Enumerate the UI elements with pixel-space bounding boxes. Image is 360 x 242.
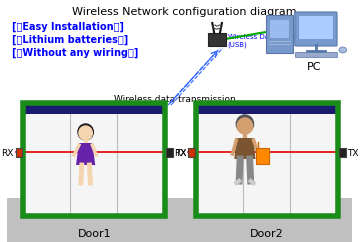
Text: Door2: Door2 [250, 229, 284, 239]
Text: PC: PC [307, 62, 321, 72]
Bar [198, 105, 336, 114]
Bar [299, 16, 333, 39]
Bar [196, 103, 338, 216]
Bar [196, 103, 338, 216]
Bar [208, 33, 226, 46]
Bar [188, 148, 195, 157]
Bar [7, 198, 352, 242]
Polygon shape [256, 148, 269, 164]
Circle shape [236, 115, 253, 133]
Text: TX: TX [347, 149, 359, 158]
Text: [　Easy Installation　]: [ Easy Installation ] [12, 22, 124, 32]
Circle shape [79, 126, 93, 140]
Circle shape [237, 118, 253, 134]
Bar [166, 148, 173, 157]
Text: TX: TX [175, 149, 186, 158]
Polygon shape [234, 138, 256, 159]
Ellipse shape [339, 47, 347, 53]
Text: Wireless Network configuration diagram: Wireless Network configuration diagram [72, 7, 297, 17]
Text: [　Lithium batteries　]: [ Lithium batteries ] [12, 35, 128, 45]
Text: RX: RX [1, 149, 14, 158]
Text: [　Without any wiring　]: [ Without any wiring ] [12, 48, 138, 58]
Bar [339, 148, 346, 157]
Bar [295, 52, 337, 57]
Bar [25, 105, 163, 114]
Bar [15, 148, 22, 157]
Bar [266, 15, 293, 53]
Text: Wireless Data Receiver
(USB): Wireless Data Receiver (USB) [228, 34, 308, 47]
FancyBboxPatch shape [295, 12, 337, 46]
Circle shape [78, 124, 93, 140]
Text: Wireless data transmission: Wireless data transmission [114, 95, 236, 104]
Text: RX: RX [174, 149, 186, 158]
Bar [23, 103, 165, 216]
Bar [23, 103, 165, 216]
Bar [270, 20, 289, 38]
Polygon shape [76, 143, 95, 165]
Text: Door1: Door1 [77, 229, 111, 239]
